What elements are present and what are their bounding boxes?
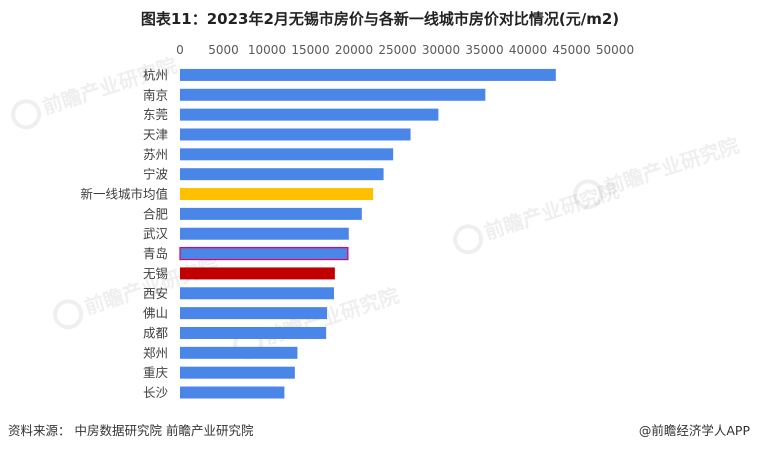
bar-10 (179, 246, 349, 261)
watermark-logo-icon (11, 99, 42, 130)
x-tick-label: 25000 (378, 43, 416, 57)
x-tick-label: 35000 (465, 43, 503, 57)
x-tick-label: 40000 (509, 43, 547, 57)
bar-11 (180, 267, 335, 280)
bar-9 (180, 227, 349, 240)
bar-14 (180, 326, 327, 339)
category-label: 西安 (143, 286, 168, 301)
category-label: 长沙 (143, 385, 169, 400)
x-tick-label: 5000 (208, 43, 239, 57)
bar-17 (180, 386, 285, 399)
category-label: 郑州 (143, 345, 168, 360)
chart-title: 图表11：2023年2月无锡市房价与各新一线城市房价对比情况(元/m2) (140, 10, 620, 28)
category-label: 无锡 (143, 266, 168, 281)
watermark: 前瞻产业研究院 (453, 178, 622, 255)
bar-7 (180, 188, 374, 201)
category-label: 东莞 (143, 107, 168, 122)
watermark-logo-icon (573, 179, 604, 210)
x-tick-label: 50000 (596, 43, 634, 57)
x-tick-label: 20000 (335, 43, 373, 57)
brand-label: @前瞻经济学人APP (638, 423, 750, 438)
x-tick-label: 30000 (422, 43, 460, 57)
bar-6 (180, 168, 384, 181)
bar-2 (180, 88, 486, 101)
x-tick-label: 15000 (291, 43, 329, 57)
category-label: 苏州 (143, 147, 168, 162)
category-label: 青岛 (143, 246, 168, 261)
category-label: 重庆 (143, 365, 169, 380)
category-label: 宁波 (143, 167, 169, 182)
bar-13 (180, 307, 328, 320)
bar-3 (180, 108, 439, 121)
category-label: 南京 (143, 87, 168, 102)
x-tick-label: 10000 (248, 43, 286, 57)
bar-15 (180, 346, 298, 359)
category-label: 新一线城市均值 (80, 187, 168, 202)
bar-5 (180, 148, 394, 161)
bar-16 (180, 366, 295, 379)
category-label: 武汉 (143, 226, 169, 241)
x-tick-label: 45000 (552, 43, 590, 57)
category-label: 合肥 (143, 206, 169, 221)
bar-4 (180, 128, 411, 141)
watermark-logo-icon (453, 224, 484, 255)
bar-8 (180, 207, 362, 220)
watermark-text: 前瞻产业研究院 (601, 133, 742, 199)
category-label: 成都 (143, 325, 169, 340)
category-label: 天津 (143, 127, 168, 142)
bar-12 (180, 287, 334, 300)
category-label: 佛山 (143, 306, 168, 321)
x-tick-label: 0 (176, 43, 184, 57)
category-label: 杭州 (143, 67, 168, 82)
watermark-logo-icon (53, 299, 84, 330)
bar-1 (180, 68, 556, 81)
source-note: 资料来源： 中房数据研究院 前瞻产业研究院 (8, 423, 254, 438)
